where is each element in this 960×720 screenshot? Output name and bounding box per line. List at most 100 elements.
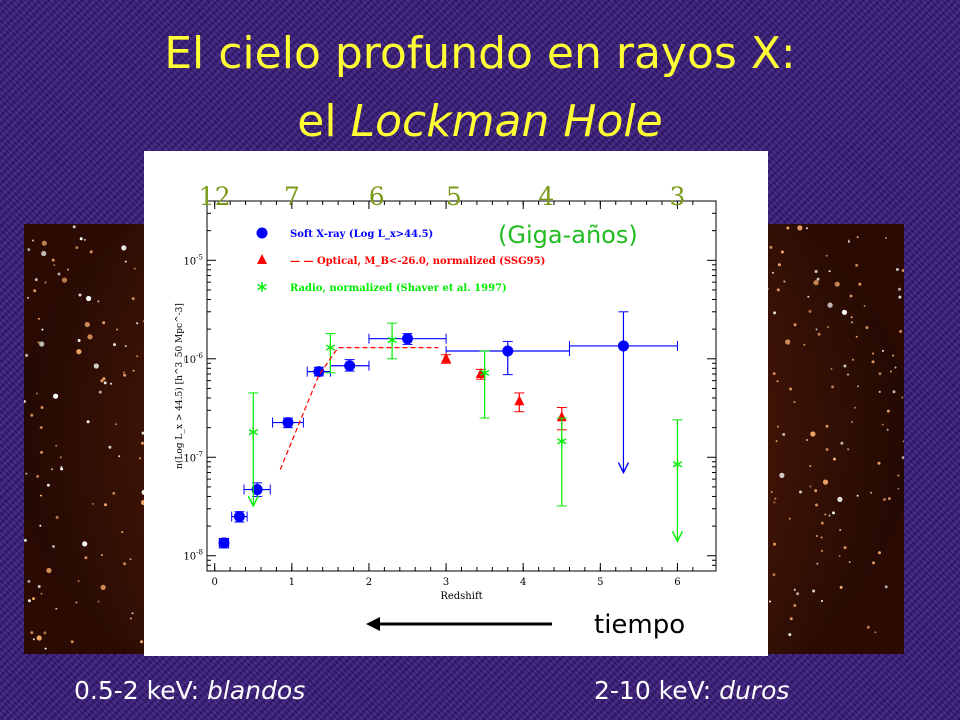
- xray-source: [24, 538, 27, 542]
- xray-source: [777, 425, 779, 428]
- data-point-circle: [368, 333, 447, 345]
- xray-source: [834, 281, 840, 287]
- legend-marker: [256, 227, 268, 239]
- star-stroke: [479, 369, 490, 376]
- data-point-circle: [272, 417, 304, 429]
- xray-source: [815, 503, 818, 507]
- xray-source: [805, 227, 808, 230]
- xray-source: [132, 369, 135, 372]
- series-marker: [387, 335, 397, 346]
- xray-source: [775, 440, 778, 443]
- x-tick-label: 6: [674, 577, 680, 588]
- xray-source: [793, 604, 797, 607]
- xray-source: [121, 531, 124, 534]
- xray-source: [32, 239, 34, 242]
- series-marker: [344, 360, 356, 372]
- slide-title-line-1: El cielo profundo en rayos X:: [164, 28, 796, 79]
- xray-source: [827, 302, 833, 308]
- xray-source: [814, 270, 818, 273]
- x-tick-label: 1: [289, 577, 295, 588]
- time-arrow-head: [366, 617, 380, 631]
- y-tick-label: 10-7: [183, 450, 203, 464]
- xray-source: [852, 358, 854, 361]
- xray-source: [46, 567, 52, 574]
- xray-source: [103, 381, 107, 385]
- data-point-circle: [568, 311, 678, 475]
- xray-source: [75, 246, 79, 250]
- xray-source: [24, 400, 26, 403]
- star-stroke: [387, 336, 397, 344]
- xray-source: [140, 640, 144, 644]
- xray-source: [793, 401, 796, 404]
- xray-source: [878, 551, 881, 555]
- xray-source: [881, 423, 884, 426]
- xray-source: [897, 487, 900, 490]
- xray-source: [100, 584, 106, 590]
- xray-source: [769, 600, 772, 603]
- xray-source: [44, 647, 47, 650]
- xray-source: [831, 385, 835, 389]
- xray-source: [136, 355, 139, 358]
- xray-source: [817, 332, 821, 336]
- xray-source: [36, 474, 40, 478]
- xray-source: [785, 339, 791, 345]
- xray-source: [832, 511, 835, 515]
- xray-source: [901, 396, 904, 399]
- limit-arrowhead: [247, 495, 259, 508]
- xray-source: [898, 287, 901, 291]
- xray-source: [796, 592, 800, 596]
- xray-source: [46, 483, 50, 487]
- xray-source: [44, 281, 47, 284]
- series-marker: [325, 342, 336, 353]
- xray-source: [37, 317, 40, 320]
- xray-source: [41, 240, 47, 246]
- xray-source: [892, 354, 895, 357]
- xray-source: [886, 428, 889, 431]
- time-arrow-label: tiempo: [594, 610, 685, 640]
- xray-source: [813, 280, 819, 286]
- series-marker: [402, 333, 414, 345]
- top-axis-units-label: (Giga-años): [498, 221, 638, 249]
- xray-source: [40, 450, 44, 454]
- xray-source: [39, 341, 45, 347]
- xray-source: [123, 562, 127, 566]
- xray-source: [772, 372, 776, 376]
- data-point-star: [387, 322, 398, 360]
- xray-source: [850, 421, 853, 423]
- xray-source: [793, 588, 796, 591]
- top-age-tick-label: 7: [284, 182, 300, 211]
- data-point-circle: [231, 511, 248, 523]
- series-marker: [282, 417, 294, 429]
- xray-source: [57, 272, 61, 276]
- xray-source: [77, 339, 81, 342]
- xray-source: [889, 370, 892, 373]
- xray-source: [138, 457, 141, 460]
- xray-source: [32, 597, 35, 601]
- xray-source: [894, 366, 897, 369]
- xray-source: [55, 607, 58, 610]
- xray-source: [786, 226, 790, 230]
- xray-source: [60, 467, 64, 471]
- xray-source: [886, 409, 890, 413]
- xray-source: [825, 254, 828, 257]
- xray-source: [61, 277, 68, 283]
- xray-source: [878, 372, 882, 376]
- soft-band-range: 0.5-2 keV:: [74, 676, 208, 705]
- xray-source: [814, 489, 818, 493]
- legend-marker: [257, 282, 267, 292]
- x-tick-label: 3: [443, 577, 449, 588]
- xray-source: [854, 406, 856, 409]
- xray-source: [124, 345, 127, 347]
- data-point-circle: [243, 482, 271, 497]
- xray-source: [112, 491, 116, 495]
- xray-source: [772, 271, 774, 274]
- xray-source: [40, 494, 42, 497]
- top-age-tick-label: 12: [199, 182, 231, 211]
- xray-source: [856, 494, 859, 497]
- xray-source: [39, 524, 42, 527]
- xray-source: [847, 373, 849, 376]
- top-age-tick-label: 4: [538, 182, 554, 211]
- xray-source: [839, 585, 843, 589]
- xray-source: [37, 585, 41, 588]
